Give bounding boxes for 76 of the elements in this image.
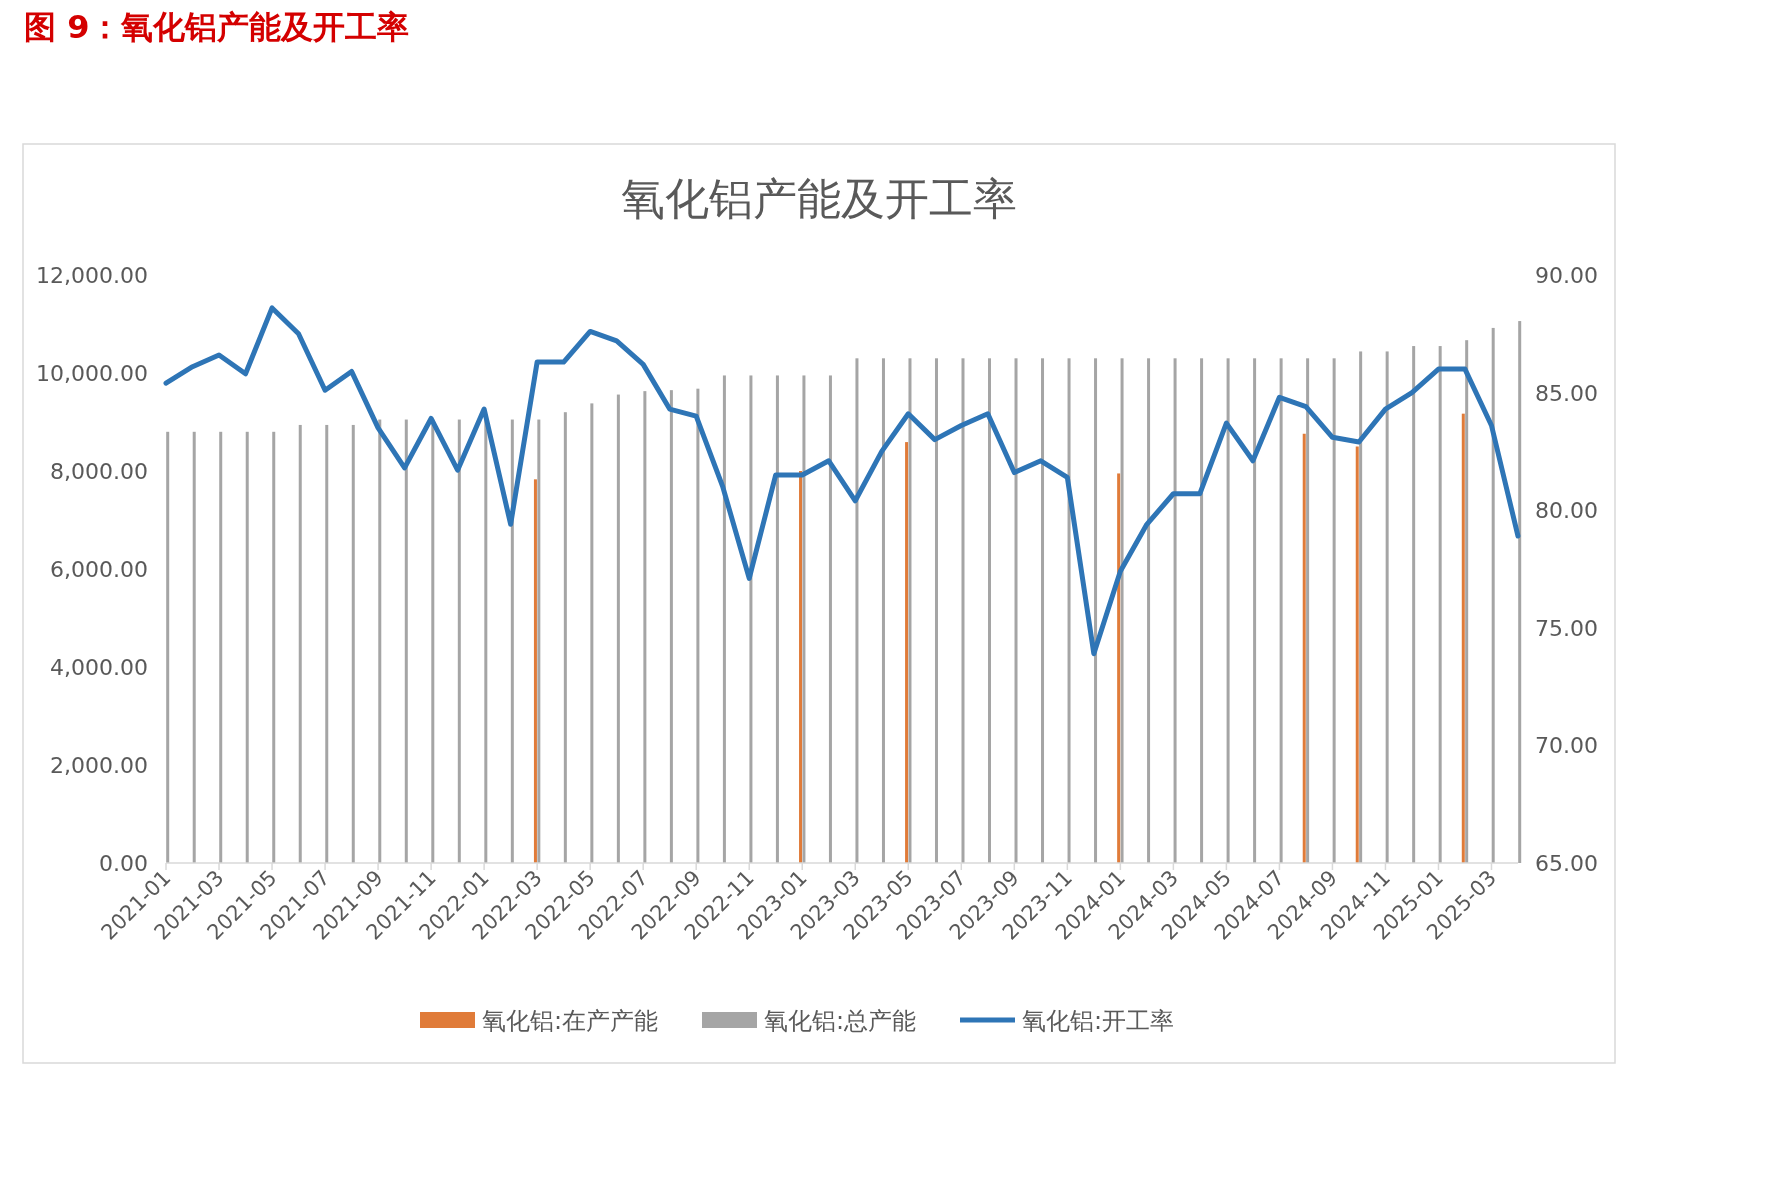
y2-tick-label: 90.00 [1535,263,1598,288]
bar [1226,358,1230,863]
bar [696,388,700,863]
bar [749,375,753,863]
bar [988,358,991,863]
y2-tick-label: 80.00 [1535,498,1598,524]
bar [799,471,803,863]
bar [1253,358,1257,863]
y-tick-label: 2,000.00 [50,753,148,778]
bar [537,419,541,863]
bar [908,358,912,863]
bar [643,391,647,863]
legend-label: 氧化铝:开工率 [1022,1007,1175,1035]
bar [669,390,673,863]
bar [1120,358,1124,863]
y2-tick-label: 75.00 [1535,615,1598,641]
bar [1491,327,1495,863]
bar [245,431,249,863]
bar [219,431,223,863]
y2-tick-label: 85.00 [1535,380,1598,406]
y2-tick-label: 65.00 [1535,851,1598,876]
legend-label: 氧化铝:在产产能 [482,1007,659,1035]
bar [1412,346,1416,863]
bar [325,424,329,863]
bar [404,419,408,863]
bar [484,419,488,863]
bar [1359,351,1363,863]
y-tick-label: 8,000.00 [50,459,148,484]
bar [1147,358,1151,863]
y-tick-label: 6,000.00 [50,557,148,582]
bar [298,424,302,863]
bar [1014,358,1018,863]
bar [1117,473,1121,863]
bar [1067,358,1071,863]
bar [616,394,620,863]
y2-tick-label: 70.00 [1535,733,1598,759]
bar [1306,358,1310,863]
y-tick-label: 12,000.00 [36,263,148,288]
bar [961,358,965,863]
bar [351,424,355,863]
bar [802,375,806,863]
bar [1355,446,1359,863]
chart-subtitle: 氧化铝产能及开工率 [621,173,1017,224]
legend-label: 氧化铝:总产能 [764,1007,917,1035]
bar [881,358,885,863]
bar [192,431,196,863]
bar [510,419,514,863]
y-tick-label: 10,000.00 [36,361,148,386]
bar [828,375,832,863]
bar [1438,346,1442,863]
bar [1332,358,1336,863]
bar [1041,358,1045,863]
y-tick-label: 0.00 [99,851,148,876]
bar [1279,358,1283,863]
bar [457,419,461,863]
bar [775,375,779,863]
bar [855,358,859,863]
bar [1518,321,1522,863]
y-tick-label: 4,000.00 [50,655,148,680]
bar [272,431,276,863]
bar [1302,433,1306,863]
bar [378,419,382,863]
bar [1461,413,1465,863]
bar [934,358,938,863]
chart-title: 图 9：氧化铝产能及开工率 [24,8,410,46]
bar [1094,358,1098,863]
bar [590,403,594,863]
bar [533,479,537,863]
bar [905,442,909,863]
bar [722,375,726,863]
bar [563,412,567,863]
bar [1385,351,1389,863]
bar [1465,340,1469,863]
bar [1200,358,1204,863]
bar [166,431,170,863]
bar [1173,358,1177,863]
